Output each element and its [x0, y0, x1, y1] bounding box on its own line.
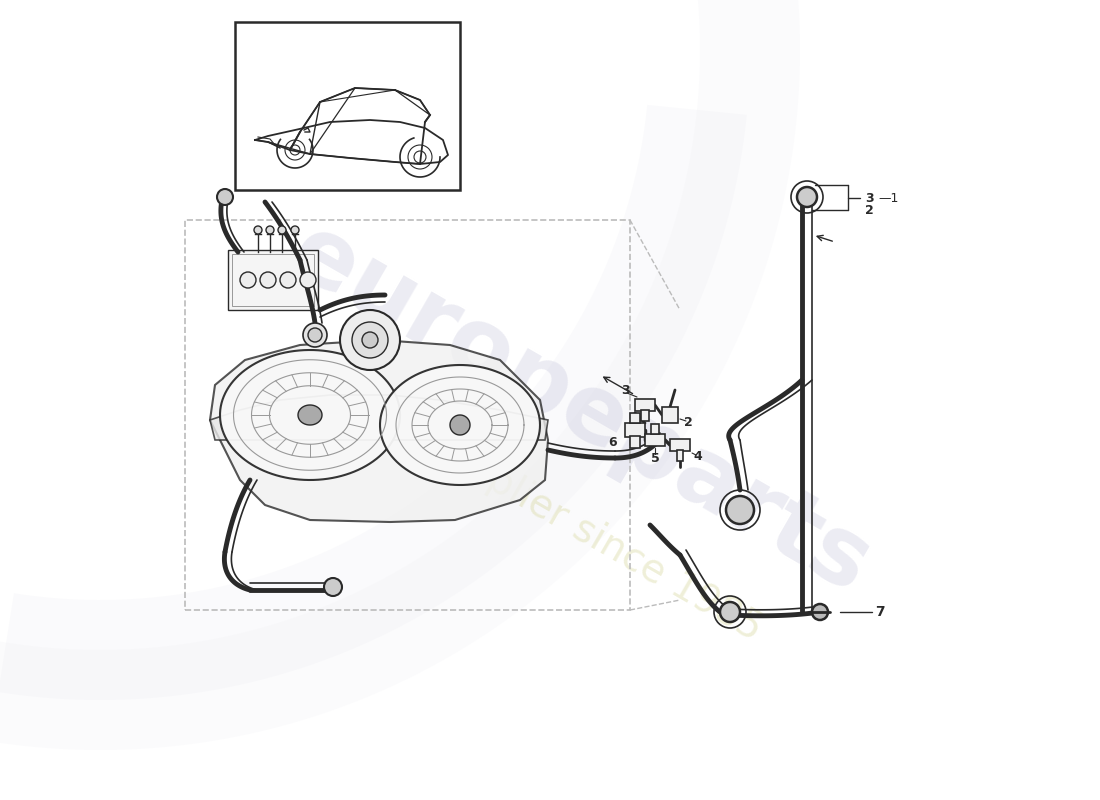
Bar [651, 424, 659, 434]
Text: 5: 5 [650, 451, 659, 465]
Bar [645, 434, 665, 446]
Bar [630, 436, 640, 448]
Bar [641, 410, 649, 421]
Text: 6: 6 [608, 435, 617, 449]
Polygon shape [248, 252, 310, 278]
Polygon shape [450, 415, 470, 435]
Text: 2: 2 [683, 417, 692, 430]
Bar [670, 439, 690, 451]
Bar [630, 413, 640, 423]
Polygon shape [298, 405, 322, 425]
Bar [676, 450, 683, 461]
Circle shape [292, 226, 299, 234]
Circle shape [217, 189, 233, 205]
Text: —1: —1 [878, 191, 899, 205]
Text: 3: 3 [865, 191, 873, 205]
Polygon shape [210, 340, 548, 522]
Bar [228, 250, 318, 310]
Polygon shape [210, 395, 548, 440]
Text: 2: 2 [865, 203, 873, 217]
Circle shape [798, 187, 817, 207]
Circle shape [302, 323, 327, 347]
Text: 3: 3 [620, 383, 629, 397]
Circle shape [812, 604, 828, 620]
Bar [635, 399, 654, 411]
Circle shape [240, 272, 256, 288]
Circle shape [720, 602, 740, 622]
Polygon shape [0, 0, 800, 750]
Polygon shape [0, 105, 747, 700]
Bar [185, 220, 630, 610]
Text: europeparts: europeparts [274, 206, 887, 614]
Text: 7: 7 [876, 605, 884, 619]
Bar [235, 22, 460, 190]
Circle shape [280, 272, 296, 288]
Polygon shape [379, 365, 540, 485]
Circle shape [362, 332, 378, 348]
Circle shape [278, 226, 286, 234]
Circle shape [254, 226, 262, 234]
Bar [232, 254, 314, 306]
Circle shape [266, 226, 274, 234]
Bar [662, 407, 678, 423]
Circle shape [340, 310, 400, 370]
Bar [625, 423, 645, 437]
Circle shape [300, 272, 316, 288]
Circle shape [726, 496, 754, 524]
Circle shape [352, 322, 388, 358]
Circle shape [324, 578, 342, 596]
Circle shape [260, 272, 276, 288]
Polygon shape [220, 350, 400, 480]
Text: 4: 4 [694, 450, 703, 463]
Text: a parts supplier since 1985: a parts supplier since 1985 [292, 351, 769, 649]
Circle shape [308, 328, 322, 342]
